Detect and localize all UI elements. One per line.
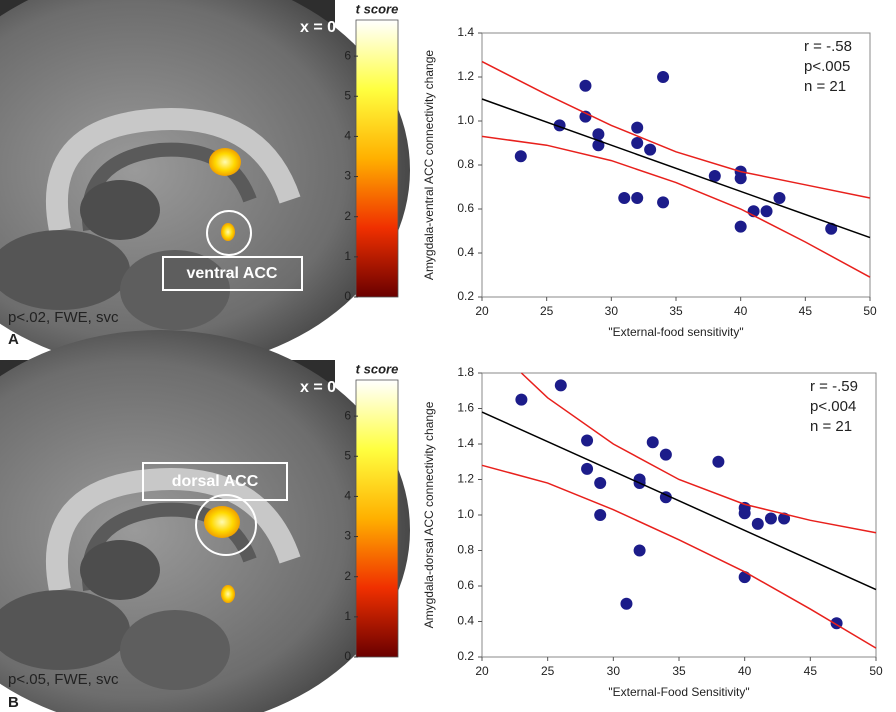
colorbar-tick-label: 2 xyxy=(344,569,351,583)
y-tick-label: 0.8 xyxy=(457,157,474,171)
point xyxy=(647,436,659,448)
panel-letter: A xyxy=(8,331,19,348)
x-tick-label: 50 xyxy=(869,664,883,678)
x-tick-label: 25 xyxy=(540,304,554,318)
x-tick-label: 30 xyxy=(607,664,621,678)
point xyxy=(657,71,669,83)
y-axis-label: Amygdala-ventral ACC connectivity change xyxy=(422,50,436,280)
point xyxy=(515,394,527,406)
y-tick-label: 1.2 xyxy=(457,69,474,83)
point xyxy=(765,513,777,525)
x-tick-label: 35 xyxy=(669,304,683,318)
region-label: dorsal ACC xyxy=(172,473,259,490)
colorbar-tick-label: 6 xyxy=(344,48,351,62)
x-tick-label: 25 xyxy=(541,664,555,678)
point xyxy=(712,456,724,468)
point xyxy=(644,144,656,156)
point xyxy=(579,80,591,92)
x-tick-label: 45 xyxy=(799,304,813,318)
annotation: r = -.58 xyxy=(804,38,852,55)
x-axis-label: "External-Food Sensitivity" xyxy=(608,685,749,699)
slice-label: x = 0 xyxy=(300,379,336,396)
y-tick-label: 0.2 xyxy=(457,289,474,303)
y-axis-label: Amygdala-dorsal ACC connectivity change xyxy=(422,401,436,628)
point xyxy=(739,571,751,583)
point xyxy=(773,192,785,204)
x-tick-label: 40 xyxy=(738,664,752,678)
y-tick-label: 1.6 xyxy=(457,401,474,415)
y-tick-label: 0.2 xyxy=(457,649,474,663)
y-tick-label: 1.4 xyxy=(457,436,474,450)
slice-label: x = 0 xyxy=(300,19,336,36)
figure: ventral ACC x = 0 dorsal ACC x = 0 p<.02… xyxy=(0,0,896,712)
point xyxy=(634,545,646,557)
y-tick-label: 0.6 xyxy=(457,201,474,215)
colorbar-tick-label: 5 xyxy=(344,88,351,102)
colorbar-tick-label: 5 xyxy=(344,448,351,462)
y-tick-label: 1.8 xyxy=(457,365,474,379)
colorbar-tick-label: 0 xyxy=(344,289,351,303)
point xyxy=(581,434,593,446)
point xyxy=(735,172,747,184)
point xyxy=(752,518,764,530)
y-tick-label: 0.8 xyxy=(457,543,474,557)
colorbar-title: t score xyxy=(356,361,399,376)
annotation: n = 21 xyxy=(804,78,846,95)
point xyxy=(660,449,672,461)
plot-area xyxy=(482,373,876,657)
y-tick-label: 1.2 xyxy=(457,472,474,486)
colorbar-tick-label: 3 xyxy=(344,529,351,543)
y-tick-label: 1.4 xyxy=(457,25,474,39)
panel-letter: B xyxy=(8,694,19,711)
point xyxy=(618,192,630,204)
colorbar-tick-label: 1 xyxy=(344,609,351,623)
y-tick-label: 0.4 xyxy=(457,245,474,259)
point xyxy=(620,598,632,610)
colorbar-tick-label: 0 xyxy=(344,649,351,663)
point xyxy=(515,150,527,162)
point xyxy=(761,205,773,217)
annotation: p<.004 xyxy=(810,398,856,415)
colorbar-title: t score xyxy=(356,1,399,16)
colorbar-tick-label: 2 xyxy=(344,209,351,223)
colorbar-tick-label: 6 xyxy=(344,408,351,422)
y-tick-label: 1.0 xyxy=(457,507,474,521)
point xyxy=(735,221,747,233)
annotation: p<.005 xyxy=(804,58,850,75)
x-axis-label: "External-food sensitivity" xyxy=(608,325,743,339)
point xyxy=(739,507,751,519)
point xyxy=(594,477,606,489)
colorbar-tick-label: 4 xyxy=(344,489,351,503)
colorbar-tick-label: 3 xyxy=(344,169,351,183)
x-tick-label: 50 xyxy=(863,304,877,318)
region-label: ventral ACC xyxy=(187,265,278,282)
x-tick-label: 20 xyxy=(475,304,489,318)
point xyxy=(581,463,593,475)
colorbar-tick-label: 4 xyxy=(344,129,351,143)
y-tick-label: 0.4 xyxy=(457,614,474,628)
annotation: n = 21 xyxy=(810,418,852,435)
x-tick-label: 45 xyxy=(804,664,818,678)
y-tick-label: 0.6 xyxy=(457,578,474,592)
y-tick-label: 1.0 xyxy=(457,113,474,127)
threshold: p<.02, FWE, svc xyxy=(8,309,119,326)
point xyxy=(631,137,643,149)
x-tick-label: 30 xyxy=(605,304,619,318)
point xyxy=(631,192,643,204)
x-tick-label: 20 xyxy=(475,664,489,678)
colorbar-tick-label: 1 xyxy=(344,249,351,263)
point xyxy=(594,509,606,521)
x-tick-label: 35 xyxy=(672,664,686,678)
point xyxy=(555,379,567,391)
x-tick-label: 40 xyxy=(734,304,748,318)
threshold: p<.05, FWE, svc xyxy=(8,671,119,688)
point xyxy=(657,196,669,208)
annotation: r = -.59 xyxy=(810,378,858,395)
point xyxy=(631,122,643,134)
